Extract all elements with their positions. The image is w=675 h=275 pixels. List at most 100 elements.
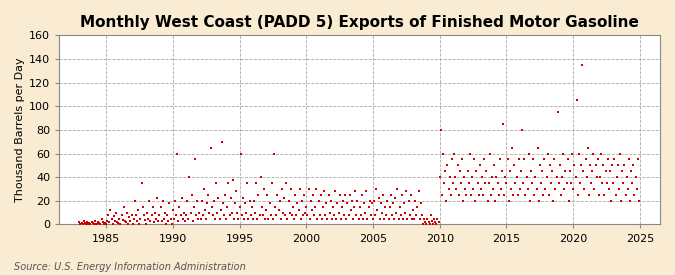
- Point: [148, 220, 159, 224]
- Point: [133, 208, 144, 213]
- Point: [448, 181, 458, 185]
- Point: [121, 220, 132, 224]
- Point: [128, 222, 138, 227]
- Point: [403, 199, 414, 203]
- Point: [180, 219, 190, 223]
- Point: [184, 175, 195, 179]
- Point: [286, 187, 296, 191]
- Point: [566, 181, 576, 185]
- Point: [387, 213, 398, 217]
- Point: [493, 193, 504, 197]
- Point: [600, 169, 611, 174]
- Point: [521, 175, 532, 179]
- Point: [612, 175, 622, 179]
- Point: [301, 205, 312, 209]
- Point: [334, 193, 345, 197]
- Point: [200, 216, 211, 221]
- Point: [219, 193, 230, 197]
- Point: [488, 187, 499, 191]
- Point: [188, 205, 199, 209]
- Point: [160, 210, 171, 215]
- Point: [441, 199, 452, 203]
- Point: [485, 193, 496, 197]
- Point: [367, 201, 377, 205]
- Point: [454, 193, 464, 197]
- Point: [512, 193, 523, 197]
- Point: [202, 201, 213, 205]
- Point: [492, 181, 503, 185]
- Point: [509, 163, 520, 167]
- Point: [305, 199, 316, 203]
- Point: [341, 216, 352, 221]
- Point: [526, 169, 537, 174]
- Point: [340, 193, 350, 197]
- Point: [559, 187, 570, 191]
- Point: [306, 208, 317, 213]
- Point: [75, 222, 86, 227]
- Point: [418, 222, 429, 227]
- Point: [193, 216, 204, 221]
- Point: [535, 163, 545, 167]
- Point: [416, 213, 427, 217]
- Point: [230, 201, 240, 205]
- Point: [516, 128, 527, 132]
- Point: [82, 220, 92, 224]
- Point: [499, 193, 510, 197]
- Point: [464, 151, 475, 156]
- Point: [619, 163, 630, 167]
- Point: [257, 213, 268, 217]
- Point: [551, 175, 562, 179]
- Point: [144, 199, 155, 203]
- Point: [446, 193, 456, 197]
- Point: [578, 169, 589, 174]
- Point: [428, 222, 439, 227]
- Point: [624, 199, 635, 203]
- Point: [414, 216, 425, 221]
- Point: [362, 216, 373, 221]
- Point: [186, 193, 197, 197]
- Text: Source: U.S. Energy Information Administration: Source: U.S. Energy Information Administ…: [14, 262, 245, 272]
- Point: [490, 199, 501, 203]
- Point: [372, 208, 383, 213]
- Point: [229, 216, 240, 221]
- Point: [574, 151, 585, 156]
- Point: [140, 218, 151, 222]
- Point: [569, 163, 580, 167]
- Point: [128, 216, 139, 221]
- Point: [402, 216, 413, 221]
- Point: [284, 210, 295, 215]
- Point: [547, 169, 558, 174]
- Point: [595, 175, 605, 179]
- Point: [131, 213, 142, 217]
- Point: [567, 151, 578, 156]
- Point: [571, 98, 582, 103]
- Point: [588, 151, 599, 156]
- Point: [310, 205, 321, 209]
- Point: [182, 199, 192, 203]
- Point: [463, 181, 474, 185]
- Point: [413, 189, 424, 194]
- Point: [273, 208, 284, 213]
- Point: [384, 205, 395, 209]
- Point: [346, 208, 356, 213]
- Point: [379, 216, 389, 221]
- Point: [462, 169, 473, 174]
- Point: [391, 210, 402, 215]
- Point: [118, 205, 129, 209]
- Point: [478, 193, 489, 197]
- Point: [529, 193, 539, 197]
- Point: [408, 208, 418, 213]
- Point: [470, 199, 481, 203]
- Point: [308, 213, 319, 217]
- Point: [275, 216, 286, 221]
- Point: [188, 219, 198, 223]
- Point: [392, 187, 403, 191]
- Point: [291, 213, 302, 217]
- Point: [267, 216, 278, 221]
- Point: [532, 145, 543, 150]
- Point: [538, 193, 549, 197]
- Point: [80, 221, 90, 226]
- Point: [548, 199, 559, 203]
- Point: [117, 218, 128, 222]
- Point: [480, 181, 491, 185]
